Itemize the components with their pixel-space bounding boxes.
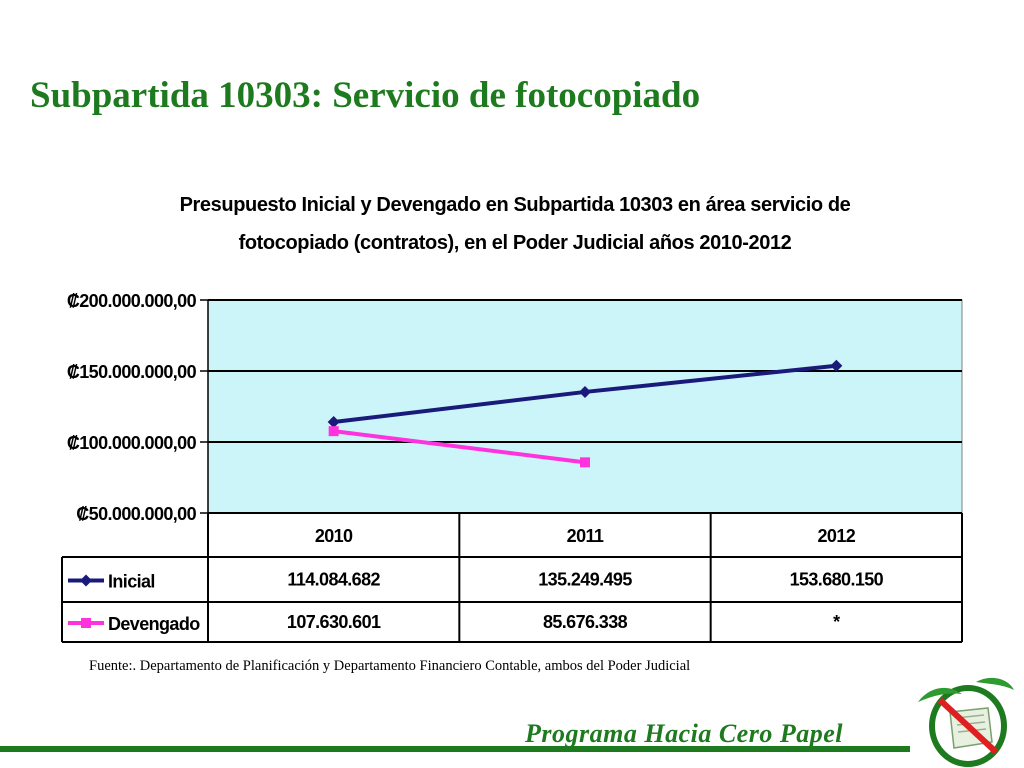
x-category-label: 2012 — [818, 526, 856, 546]
chart-title-line-2: fotocopiado (contratos), en el Poder Jud… — [238, 232, 792, 254]
x-category-label: 2011 — [567, 526, 604, 546]
legend-label: Inicial — [108, 572, 155, 592]
data-point — [579, 385, 591, 398]
data-table-cell: 114.084.682 — [287, 570, 380, 590]
data-point — [830, 359, 843, 372]
chart-title-line-1: Presupuesto Inicial y Devengado en Subpa… — [179, 194, 851, 216]
source-note: Fuente:. Departamento de Planificación y… — [89, 658, 691, 674]
legend-key-marker — [80, 574, 92, 587]
y-tick-label: ₡100.000.000,00 — [67, 433, 197, 453]
slide-title: Subpartida 10303: Servicio de fotocopiad… — [30, 75, 701, 116]
data-point — [328, 426, 339, 437]
program-label: Programa Hacia Cero Papel — [525, 719, 843, 748]
chart-title: Presupuesto Inicial y Devengado en Subpa… — [110, 186, 920, 262]
data-table-cell: 135.249.495 — [538, 570, 632, 590]
data-point — [327, 415, 340, 428]
legend-label: Devengado — [108, 614, 200, 634]
bottom-rule — [0, 746, 910, 752]
plot-area — [207, 299, 963, 514]
y-tick-label: ₡150.000.000,00 — [67, 362, 197, 382]
data-table-cell: * — [833, 612, 840, 632]
chart: ₡200.000.000,00 ₡150.000.000,00 ₡100.000.0… — [61, 291, 963, 643]
legend-key-marker — [81, 618, 91, 628]
data-point — [580, 457, 590, 468]
series-line — [333, 429, 586, 465]
zero-paper-logo — [918, 677, 1014, 767]
data-table-cell: 107.630.601 — [287, 612, 381, 632]
data-table-cell: 153.680.150 — [790, 570, 884, 590]
data-table-cell: 85.676.338 — [543, 612, 628, 632]
x-category-label: 2010 — [315, 526, 353, 546]
y-tick-label: ₡50.000.000,00 — [76, 504, 196, 524]
y-tick-label: ₡200.000.000,00 — [67, 291, 197, 311]
